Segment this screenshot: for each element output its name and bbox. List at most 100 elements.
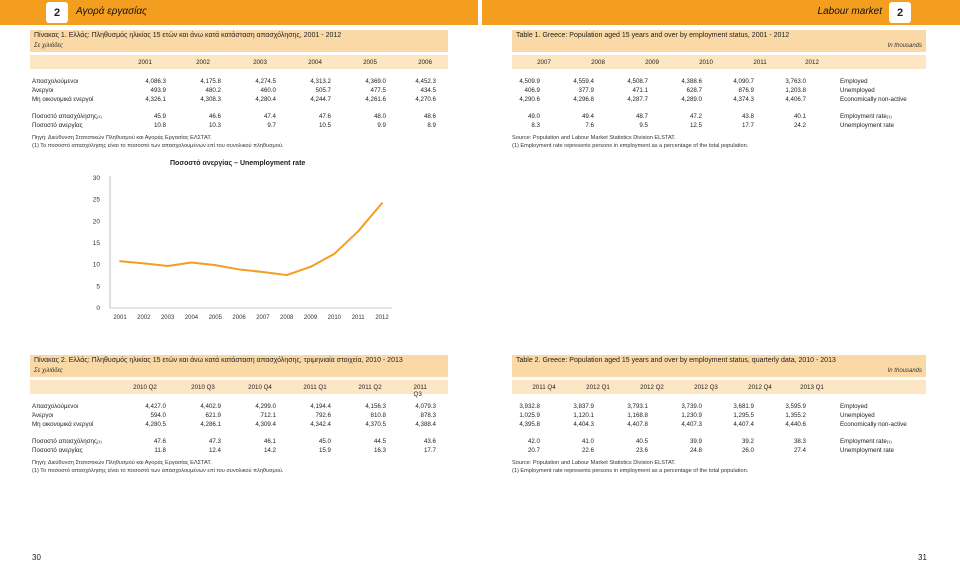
row-value: 11.8 bbox=[154, 447, 166, 454]
row-value: 3,681.9 bbox=[733, 403, 754, 410]
x-tick-label: 2001 bbox=[113, 315, 127, 321]
row-value: 44.5 bbox=[373, 438, 386, 445]
row-value: 480.2 bbox=[205, 87, 221, 94]
data-point bbox=[357, 230, 360, 233]
row-value: 505.7 bbox=[315, 87, 331, 94]
column-header-label: 2013 Q1 bbox=[800, 384, 824, 391]
row-value: 4,440.6 bbox=[785, 421, 806, 428]
row-value: 3,837.9 bbox=[573, 403, 594, 410]
row-value: 49.4 bbox=[581, 113, 594, 120]
column-header-label: 2010 Q4 bbox=[248, 384, 272, 391]
row-value: 24.8 bbox=[689, 447, 702, 454]
row-value: 594.0 bbox=[150, 412, 166, 419]
row-value: 4,274.5 bbox=[255, 78, 276, 85]
column-header-label: 2011 Q4 bbox=[532, 384, 556, 391]
row-value: 10.8 bbox=[153, 122, 166, 129]
row-value: 4,406.7 bbox=[785, 96, 806, 103]
chart-title: Ποσοστό ανεργίας – Unemployment rate bbox=[170, 160, 306, 167]
table-source: Source: Population and Labour Market Sta… bbox=[512, 135, 676, 141]
row-value: 22.6 bbox=[581, 447, 594, 454]
row-value: 471.1 bbox=[632, 87, 648, 94]
data-point bbox=[262, 271, 264, 273]
row-value: 4,286.1 bbox=[200, 421, 221, 428]
x-tick-label: 2008 bbox=[280, 315, 294, 321]
row-value: 712.1 bbox=[260, 412, 276, 419]
row-value: 9.7 bbox=[267, 122, 276, 129]
row-label: Unemployed bbox=[840, 412, 875, 419]
row-value: 4,079.3 bbox=[415, 403, 436, 410]
row-label: Ποσοστό απασχόλησης(1) bbox=[32, 113, 102, 120]
row-value: 9.9 bbox=[377, 122, 386, 129]
row-value: 4,299.0 bbox=[255, 403, 276, 410]
row-value: 47.3 bbox=[208, 438, 221, 445]
left-chapter-number: 2 bbox=[46, 2, 68, 23]
row-value: 477.5 bbox=[370, 87, 386, 94]
column-header-label: 2011 Q1 bbox=[303, 384, 327, 391]
column-header-label: 2011 Q2 bbox=[358, 384, 382, 391]
column-header-label: 2003 bbox=[253, 59, 267, 66]
row-value: 3,793.1 bbox=[627, 403, 648, 410]
data-point bbox=[285, 274, 288, 276]
data-point bbox=[381, 202, 383, 205]
row-value: 15.9 bbox=[318, 447, 331, 454]
row-value: 4,402.9 bbox=[200, 403, 221, 410]
column-header-label: 2010 bbox=[699, 59, 713, 66]
y-tick-label: 10 bbox=[93, 262, 101, 269]
row-value: 39.9 bbox=[689, 438, 702, 445]
row-value: 621.9 bbox=[205, 412, 221, 419]
x-tick-label: 2011 bbox=[352, 315, 366, 321]
y-tick-label: 20 bbox=[93, 218, 101, 225]
column-header-label: 2011 bbox=[753, 59, 767, 66]
row-value: 26.0 bbox=[741, 447, 754, 454]
x-tick-label: 2003 bbox=[161, 315, 175, 321]
row-value: 3,739.0 bbox=[681, 403, 702, 410]
table-title: Πίνακας 2. Ελλάς: Πληθυσμός ηλικίας 15 ε… bbox=[34, 357, 403, 364]
row-value: 4,407.3 bbox=[681, 421, 702, 428]
row-value: 17.7 bbox=[741, 122, 754, 129]
column-header-label: 2010 Q2 bbox=[133, 384, 157, 391]
row-value: 1,025.9 bbox=[519, 412, 540, 419]
row-label: Economically non-active bbox=[840, 421, 907, 428]
table-footnote: (1) Employment rate represents persons i… bbox=[512, 143, 749, 149]
row-label: Απασχολούμενοι bbox=[32, 78, 79, 85]
column-header-label: 2011 Q3 bbox=[413, 384, 427, 398]
row-value: 1,230.9 bbox=[681, 412, 702, 419]
row-value: 49.0 bbox=[527, 113, 540, 120]
row-value: 4,270.6 bbox=[415, 96, 436, 103]
x-tick-label: 2012 bbox=[375, 315, 389, 321]
row-value: 43.8 bbox=[741, 113, 754, 120]
left-header-bar: 2 Αγορά εργασίας bbox=[0, 0, 478, 25]
column-header-label: 2005 bbox=[363, 59, 377, 66]
row-value: 47.6 bbox=[318, 113, 331, 120]
row-label: Μη οικονομικά ενεργοί bbox=[32, 96, 94, 103]
table-title-band: Πίνακας 2. Ελλάς: Πληθυσμός ηλικίας 15 ε… bbox=[30, 355, 448, 377]
x-tick-label: 2004 bbox=[185, 315, 199, 321]
row-value: 1,120.1 bbox=[573, 412, 594, 419]
row-value: 4,280.4 bbox=[255, 96, 276, 103]
table-footnote: (1) Employment rate represents persons i… bbox=[512, 468, 749, 474]
x-tick-label: 2002 bbox=[137, 315, 151, 321]
column-header-label: 2012 bbox=[805, 59, 819, 66]
row-value: 4,261.6 bbox=[365, 96, 386, 103]
row-value: 4,296.8 bbox=[573, 96, 594, 103]
row-value: 4,407.4 bbox=[733, 421, 754, 428]
row-label: Unemployment rate bbox=[840, 447, 894, 454]
row-value: 47.6 bbox=[153, 438, 166, 445]
table-column-header: 2007 2008 2009 2010 2011 2012 bbox=[512, 55, 926, 69]
row-value: 40.1 bbox=[793, 113, 806, 120]
row-value: 47.2 bbox=[689, 113, 702, 120]
column-header-label: 2010 Q3 bbox=[191, 384, 215, 391]
y-tick-label: 15 bbox=[93, 240, 101, 247]
table-title-band: Πίνακας 1. Ελλάς: Πληθυσμός ηλικίας 15 ε… bbox=[30, 30, 448, 52]
table-title: Table 1. Greece: Population aged 15 year… bbox=[516, 32, 790, 39]
table-title-band: Table 2. Greece: Population aged 15 year… bbox=[512, 355, 926, 377]
row-value: 493.9 bbox=[150, 87, 166, 94]
y-tick-label: 30 bbox=[93, 175, 101, 182]
row-value: 4,175.8 bbox=[200, 78, 221, 85]
row-value: 4,388.6 bbox=[681, 78, 702, 85]
x-tick-label: 2010 bbox=[328, 315, 342, 321]
row-value: 1,355.2 bbox=[785, 412, 806, 419]
row-value: 4,404.3 bbox=[573, 421, 594, 428]
x-tick-label: 2006 bbox=[232, 315, 246, 321]
data-point bbox=[190, 261, 193, 264]
